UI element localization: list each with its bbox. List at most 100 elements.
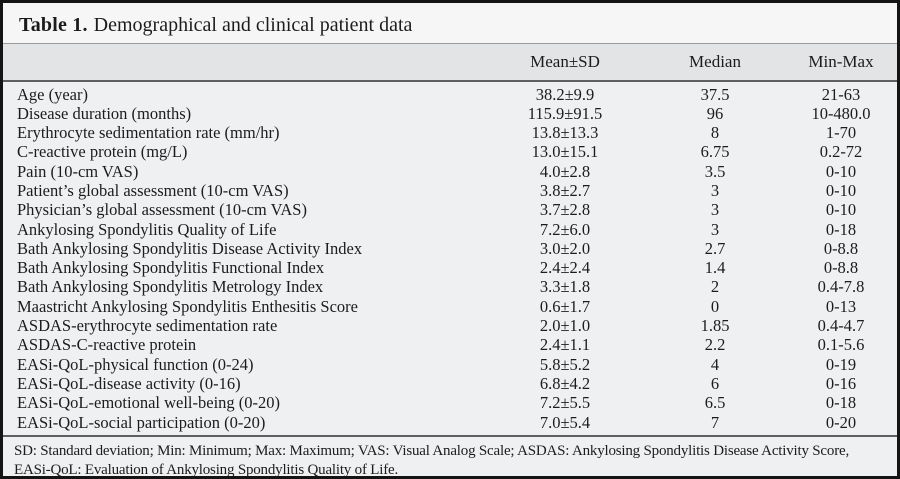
table-title: Table 1. Demographical and clinical patie…	[3, 3, 897, 43]
header-min-max: Min-Max	[785, 43, 897, 82]
median-cell: 1.4	[704, 258, 726, 278]
mean-sd-cell: 2.4±2.4	[539, 258, 591, 278]
row-label-cell: Patient’s global assessment (10-cm VAS)	[17, 180, 289, 200]
median-cell: 4	[710, 354, 720, 374]
median-cell: 37.5	[700, 84, 730, 104]
min-max-cell: 0-8.8	[823, 238, 859, 258]
median-cell: 3	[710, 180, 720, 200]
median-cell: 0	[710, 296, 720, 316]
table-row: Maastricht Ankylosing Spondylitis Enthes…	[3, 297, 897, 316]
mean-sd-cell: 115.9±91.5	[527, 103, 603, 123]
table-row: Age (year) 38.2±9.9 37.5 21-63	[3, 81, 897, 104]
row-label-cell: EASi-QoL-social participation (0-20)	[17, 412, 266, 432]
footnote-line-2: EASi-QoL: Evaluation of Ankylosing Spond…	[14, 461, 399, 478]
median-cell: 1.85	[700, 316, 730, 336]
min-max-cell: 0.4-7.8	[817, 277, 865, 297]
row-label-cell: Erythrocyte sedimentation rate (mm/hr)	[17, 123, 280, 143]
min-max-cell: 21-63	[821, 84, 861, 104]
row-label-cell: Ankylosing Spondylitis Quality of Life	[17, 219, 277, 239]
median-cell: 3	[710, 200, 720, 220]
mean-sd-cell: 7.2±6.0	[539, 219, 591, 239]
row-label-cell: Physician’s global assessment (10-cm VAS…	[17, 200, 307, 220]
table-row: Patient’s global assessment (10-cm VAS) 3…	[3, 181, 897, 200]
row-label-cell: Pain (10-cm VAS)	[17, 161, 139, 181]
median-cell: 6.75	[700, 142, 730, 162]
mean-sd-cell: 2.0±1.0	[539, 316, 591, 336]
footnote-line-1: SD: Standard deviation; Min: Minimum; Ma…	[14, 442, 849, 459]
table-row: C-reactive protein (mg/L) 13.0±15.1 6.75 0.…	[3, 142, 897, 161]
header-empty-cell	[3, 43, 485, 82]
mean-sd-cell: 13.0±15.1	[531, 142, 599, 162]
table-row: Disease duration (months) 115.9±91.5 96 10-…	[3, 104, 897, 123]
patient-data-table: Mean±SD Median Min-Max Age (year) 38.2±9.…	[3, 43, 897, 432]
mean-sd-cell: 0.6±1.7	[539, 296, 591, 316]
table-caption: Demographical and clinical patient data	[93, 14, 413, 36]
median-cell: 3.5	[704, 161, 726, 181]
row-label-cell: Bath Ankylosing Spondylitis Disease Acti…	[17, 238, 363, 258]
table-row: Physician’s global assessment (10-cm VAS…	[3, 200, 897, 219]
min-max-cell: 0-10	[825, 200, 857, 220]
table-row: Bath Ankylosing Spondylitis Functional I…	[3, 258, 897, 277]
min-max-cell: 0-20	[825, 412, 857, 432]
median-cell: 2.7	[704, 238, 726, 258]
table-row: ASDAS-C-reactive protein 2.4±1.1 2.2 0.1-5.…	[3, 335, 897, 354]
table-row: Ankylosing Spondylitis Quality of Life 7.…	[3, 220, 897, 239]
mean-sd-cell: 3.0±2.0	[539, 238, 591, 258]
row-label-cell: EASi-QoL-emotional well-being (0-20)	[17, 393, 281, 413]
min-max-cell: 0-8.8	[823, 258, 859, 278]
row-label-cell: Bath Ankylosing Spondylitis Metrology In…	[17, 277, 324, 297]
min-max-cell: 1-70	[825, 123, 857, 143]
table-number: Table 1.	[19, 14, 88, 36]
mean-sd-cell: 5.8±5.2	[539, 354, 591, 374]
mean-sd-cell: 3.7±2.8	[539, 200, 591, 220]
row-label-cell: ASDAS-erythrocyte sedimentation rate	[17, 316, 278, 336]
min-max-cell: 0.1-5.6	[817, 335, 865, 355]
min-max-cell: 0.2-72	[819, 142, 863, 162]
table-header: Mean±SD Median Min-Max	[3, 43, 897, 82]
header-mean-sd: Mean±SD	[485, 43, 645, 82]
row-label-cell: ASDAS-C-reactive protein	[17, 335, 197, 355]
min-max-cell: 0-16	[825, 373, 857, 393]
min-max-cell: 10-480.0	[811, 103, 871, 123]
table-body: Age (year) 38.2±9.9 37.5 21-63 Disease durat…	[3, 81, 897, 432]
header-row: Mean±SD Median Min-Max	[3, 43, 897, 82]
min-max-cell: 0.4-4.7	[817, 316, 865, 336]
median-cell: 6.5	[704, 393, 726, 413]
mean-sd-cell: 6.8±4.2	[539, 373, 591, 393]
median-cell: 7	[710, 412, 720, 432]
table-row: EASi-QoL-social participation (0-20) 7.0±…	[3, 413, 897, 432]
row-label-cell: EASi-QoL-physical function (0-24)	[17, 354, 254, 374]
table-footnote: SD: Standard deviation; Min: Minimum; Ma…	[3, 434, 897, 478]
row-label-cell: Disease duration (months)	[17, 103, 192, 123]
table-row: Erythrocyte sedimentation rate (mm/hr) 13…	[3, 123, 897, 142]
row-label-cell: EASi-QoL-disease activity (0-16)	[17, 373, 241, 393]
row-label-cell: Maastricht Ankylosing Spondylitis Enthes…	[17, 296, 358, 316]
table-row: EASi-QoL-physical function (0-24) 5.8±5.2…	[3, 355, 897, 374]
mean-sd-cell: 38.2±9.9	[535, 84, 595, 104]
row-label-cell: Age (year)	[17, 84, 88, 104]
mean-sd-cell: 3.3±1.8	[539, 277, 591, 297]
table-row: EASi-QoL-disease activity (0-16) 6.8±4.2 6…	[3, 374, 897, 393]
min-max-cell: 0-19	[825, 354, 857, 374]
median-cell: 6	[710, 373, 720, 393]
median-cell: 96	[706, 103, 724, 123]
mean-sd-cell: 7.2±5.5	[539, 393, 591, 413]
min-max-cell: 0-18	[825, 393, 857, 413]
min-max-cell: 0-10	[825, 161, 857, 181]
median-cell: 2.2	[704, 335, 726, 355]
mean-sd-cell: 7.0±5.4	[539, 412, 591, 432]
min-max-cell: 0-13	[825, 296, 857, 316]
row-label-cell: Bath Ankylosing Spondylitis Functional I…	[17, 258, 325, 278]
mean-sd-cell: 3.8±2.7	[539, 180, 591, 200]
median-cell: 8	[710, 123, 720, 143]
min-max-cell: 0-18	[825, 219, 857, 239]
table-row: Bath Ankylosing Spondylitis Metrology In…	[3, 277, 897, 296]
row-label-cell: C-reactive protein (mg/L)	[17, 142, 188, 162]
min-max-cell: 0-10	[825, 180, 857, 200]
table-row: Pain (10-cm VAS) 4.0±2.8 3.5 0-10	[3, 162, 897, 181]
median-cell: 2	[710, 277, 720, 297]
mean-sd-cell: 4.0±2.8	[539, 161, 591, 181]
table-row: Bath Ankylosing Spondylitis Disease Acti…	[3, 239, 897, 258]
median-cell: 3	[710, 219, 720, 239]
